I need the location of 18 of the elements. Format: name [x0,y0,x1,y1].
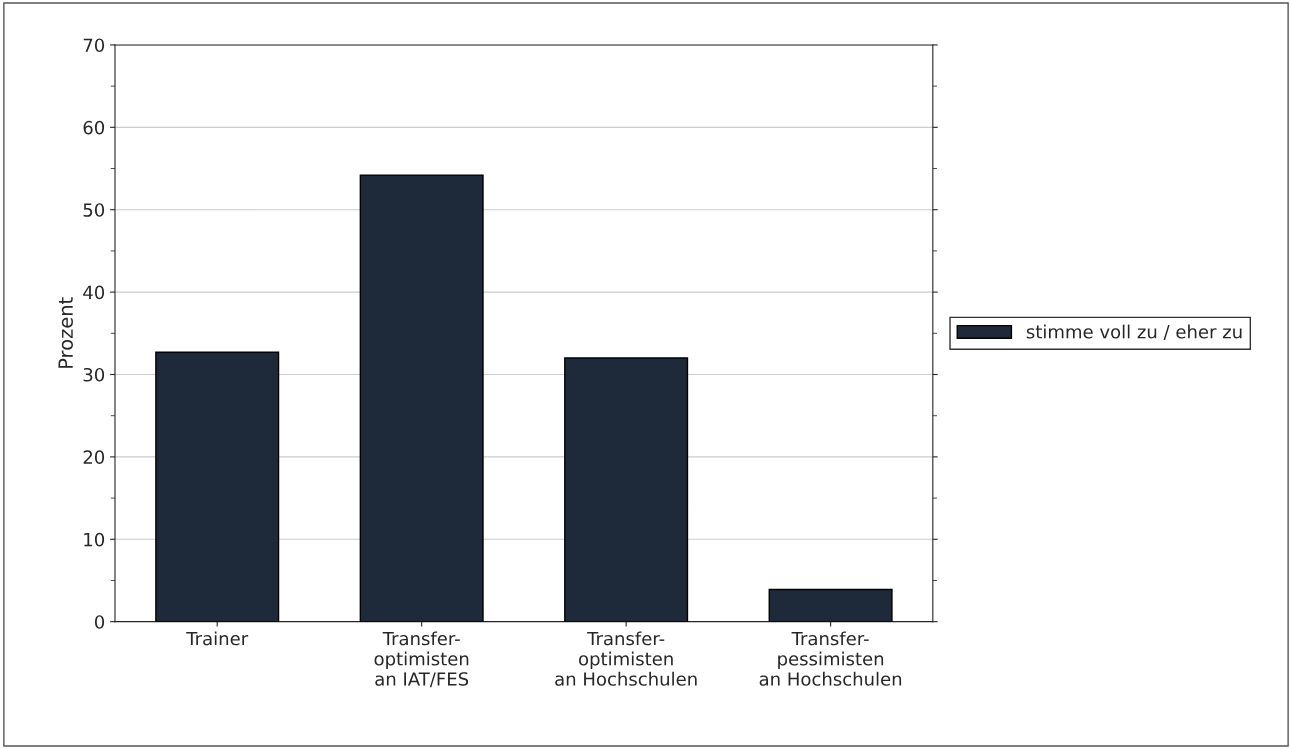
y-tick-label: 50 [83,203,105,217]
y-tick-label: 0 [94,615,105,629]
y-tick-label: 10 [84,532,105,547]
y-axis-title: Prozent [58,297,73,368]
x-tick-label: Transfer- optimisten an Hochschulen [555,631,697,686]
y-tick-label: 40 [83,285,105,300]
y-tick-label: 30 [83,367,105,382]
legend-label: stimme voll zu / eher zu [1026,324,1242,340]
x-tick-label: Trainer [186,631,249,646]
bar [564,357,689,622]
y-tick-label: 20 [83,450,105,465]
bar [768,588,893,622]
x-tick-label: Transfer- pessimisten an Hochschulen [759,631,902,686]
bar [155,351,280,622]
x-tick-label: Transfer- optimisten an IAT/FES [374,631,469,688]
bar [359,174,484,622]
y-tick-label: 70 [83,38,105,53]
y-tick-label: 60 [83,120,105,135]
